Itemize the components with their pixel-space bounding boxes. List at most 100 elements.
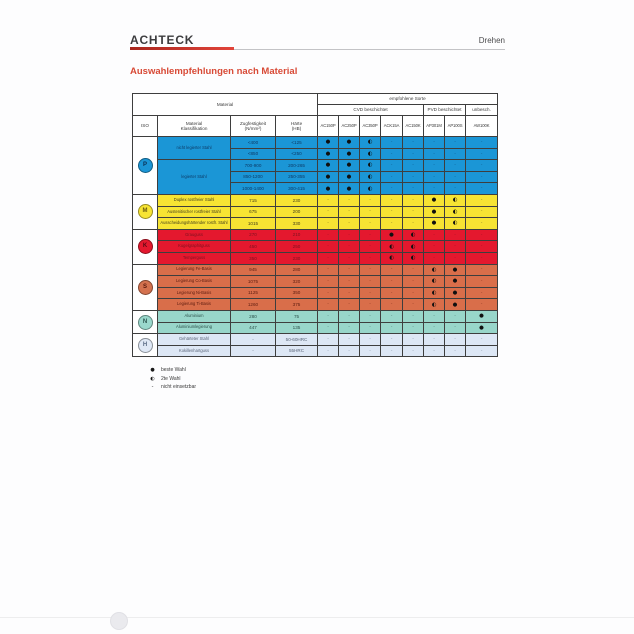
grade-mark-cell: - bbox=[423, 344, 446, 358]
column-header-tensile: Zugfestigkeit (N/mm²) bbox=[230, 115, 276, 137]
grade-mark-cell: - bbox=[317, 275, 340, 288]
material-cell: Kokillenhartguss bbox=[157, 344, 231, 358]
grade-mark-cell: - bbox=[317, 205, 340, 219]
not-usable-mark: - bbox=[348, 254, 350, 261]
table-row: Kugelgraphitguss 450 250 - - - ◐ ◐ - - - bbox=[133, 240, 499, 253]
not-usable-mark: - bbox=[348, 301, 350, 308]
grade-mark-cell: ◐ bbox=[359, 159, 382, 172]
grade-mark-cell: - bbox=[444, 333, 467, 346]
not-usable-mark: - bbox=[480, 266, 483, 273]
grade-mark-cell: - bbox=[423, 159, 446, 172]
iso-badge: M bbox=[137, 204, 153, 220]
not-usable-mark: - bbox=[480, 336, 483, 343]
column-header-grade: AW100K bbox=[465, 115, 499, 137]
material-cell: Austenitischer rostfreier Stahl bbox=[157, 205, 231, 219]
table-row: Austenitischer rostfreier Stahl 675 200 - - -… bbox=[133, 205, 499, 219]
not-usable-mark: - bbox=[369, 347, 371, 354]
grade-mark-cell: - bbox=[338, 228, 361, 242]
grade-mark-cell: - bbox=[359, 263, 382, 277]
not-usable-mark: - bbox=[390, 173, 393, 180]
grade-mark-cell: ◐ bbox=[423, 286, 446, 300]
legend-item: ◐ 2te Wahl bbox=[147, 375, 196, 384]
grade-mark-cell: - bbox=[359, 333, 382, 346]
not-usable-mark: - bbox=[348, 278, 350, 285]
grade-mark-cell: - bbox=[423, 228, 446, 242]
grade-mark-cell: - bbox=[380, 263, 404, 277]
not-usable-mark: - bbox=[348, 220, 350, 227]
not-usable-mark: - bbox=[454, 138, 456, 145]
column-header-grade: AC350P bbox=[359, 115, 382, 137]
grade-mark-cell: - bbox=[402, 193, 425, 207]
grade-mark-cell: - bbox=[317, 251, 340, 265]
column-header-iso: ISO bbox=[132, 115, 158, 137]
not-usable-mark: - bbox=[454, 231, 456, 238]
not-usable-mark: - bbox=[412, 336, 414, 343]
not-usable-mark: - bbox=[369, 243, 371, 250]
legend-label: 2te Wahl bbox=[161, 375, 181, 382]
not-usable-mark: - bbox=[433, 162, 435, 169]
grade-mark-cell: - bbox=[359, 298, 382, 311]
grade-mark-cell: - bbox=[338, 251, 361, 265]
grade-mark-cell: - bbox=[423, 136, 446, 149]
material-cell: Duplex rostfreier Stahl bbox=[157, 193, 231, 207]
grade-mark-cell: - bbox=[465, 333, 499, 346]
grade-mark-cell: - bbox=[423, 182, 446, 195]
grade-mark-cell: - bbox=[402, 205, 425, 219]
not-usable-mark: - bbox=[412, 162, 414, 169]
not-usable-mark: - bbox=[433, 243, 435, 250]
column-header-grade: AC150K bbox=[402, 115, 425, 137]
grade-mark-cell: - bbox=[465, 298, 499, 311]
not-usable-mark: - bbox=[390, 162, 393, 169]
not-usable-mark: - bbox=[390, 266, 393, 273]
legend-label: nicht einsetzbar bbox=[161, 384, 197, 391]
grade-mark-cell: - bbox=[423, 321, 446, 335]
not-usable-mark: - bbox=[369, 266, 371, 273]
not-usable-mark: - bbox=[454, 254, 456, 261]
material-cell: Aluminiumlegierung bbox=[157, 321, 231, 335]
best-choice-mark: ● bbox=[346, 150, 352, 157]
not-usable-mark: - bbox=[480, 289, 483, 296]
grade-mark-cell: - bbox=[380, 136, 404, 149]
grade-mark-cell: - bbox=[465, 182, 499, 195]
not-usable-mark: - bbox=[327, 324, 329, 331]
grade-mark-cell: - bbox=[359, 217, 382, 230]
best-choice-mark: ● bbox=[431, 208, 437, 215]
not-usable-mark: - bbox=[480, 347, 483, 354]
tensile-cell: 450 bbox=[230, 240, 276, 253]
column-header-grade: AP100S bbox=[444, 115, 467, 137]
grade-mark-cell: - bbox=[359, 275, 382, 288]
not-usable-mark: - bbox=[433, 312, 435, 319]
material-cell: Gehärteter Stahl bbox=[157, 333, 231, 346]
grade-mark-cell: - bbox=[423, 147, 446, 161]
grade-mark-cell: - bbox=[423, 240, 446, 253]
grade-mark-cell: - bbox=[338, 333, 361, 346]
not-usable-mark: - bbox=[454, 312, 456, 319]
not-usable-mark: - bbox=[348, 196, 350, 203]
not-usable-mark: - bbox=[348, 336, 350, 343]
not-usable-mark: - bbox=[433, 185, 435, 192]
not-usable-mark: - bbox=[390, 324, 393, 331]
brand-underline bbox=[130, 47, 234, 50]
not-usable-mark: - bbox=[480, 243, 483, 250]
not-usable-mark: - bbox=[369, 312, 371, 319]
material-cell: Legierung Co-Basis bbox=[157, 275, 231, 288]
iso-badge: H bbox=[137, 337, 153, 353]
grade-mark-cell: - bbox=[317, 309, 340, 323]
grade-mark-cell: - bbox=[359, 240, 382, 253]
legend-label: beste Wahl bbox=[161, 367, 186, 374]
grade-mark-cell: - bbox=[402, 286, 425, 300]
not-usable-mark: - bbox=[390, 301, 393, 308]
not-usable-mark: - bbox=[327, 347, 329, 354]
grade-mark-cell: - bbox=[465, 240, 499, 253]
not-usable-mark: - bbox=[433, 347, 435, 354]
hardness-cell: <125 bbox=[274, 136, 319, 149]
grade-mark-cell: - bbox=[380, 321, 404, 335]
iso-cell: S bbox=[132, 263, 158, 311]
not-usable-mark: - bbox=[412, 196, 414, 203]
subgroup-pvd: PVD beschichtet bbox=[423, 104, 467, 116]
best-choice-mark: ● bbox=[325, 150, 331, 157]
hardness-cell: 250-355 bbox=[274, 170, 319, 184]
hardness-cell: 230 bbox=[274, 193, 319, 207]
not-usable-mark: - bbox=[390, 185, 393, 192]
